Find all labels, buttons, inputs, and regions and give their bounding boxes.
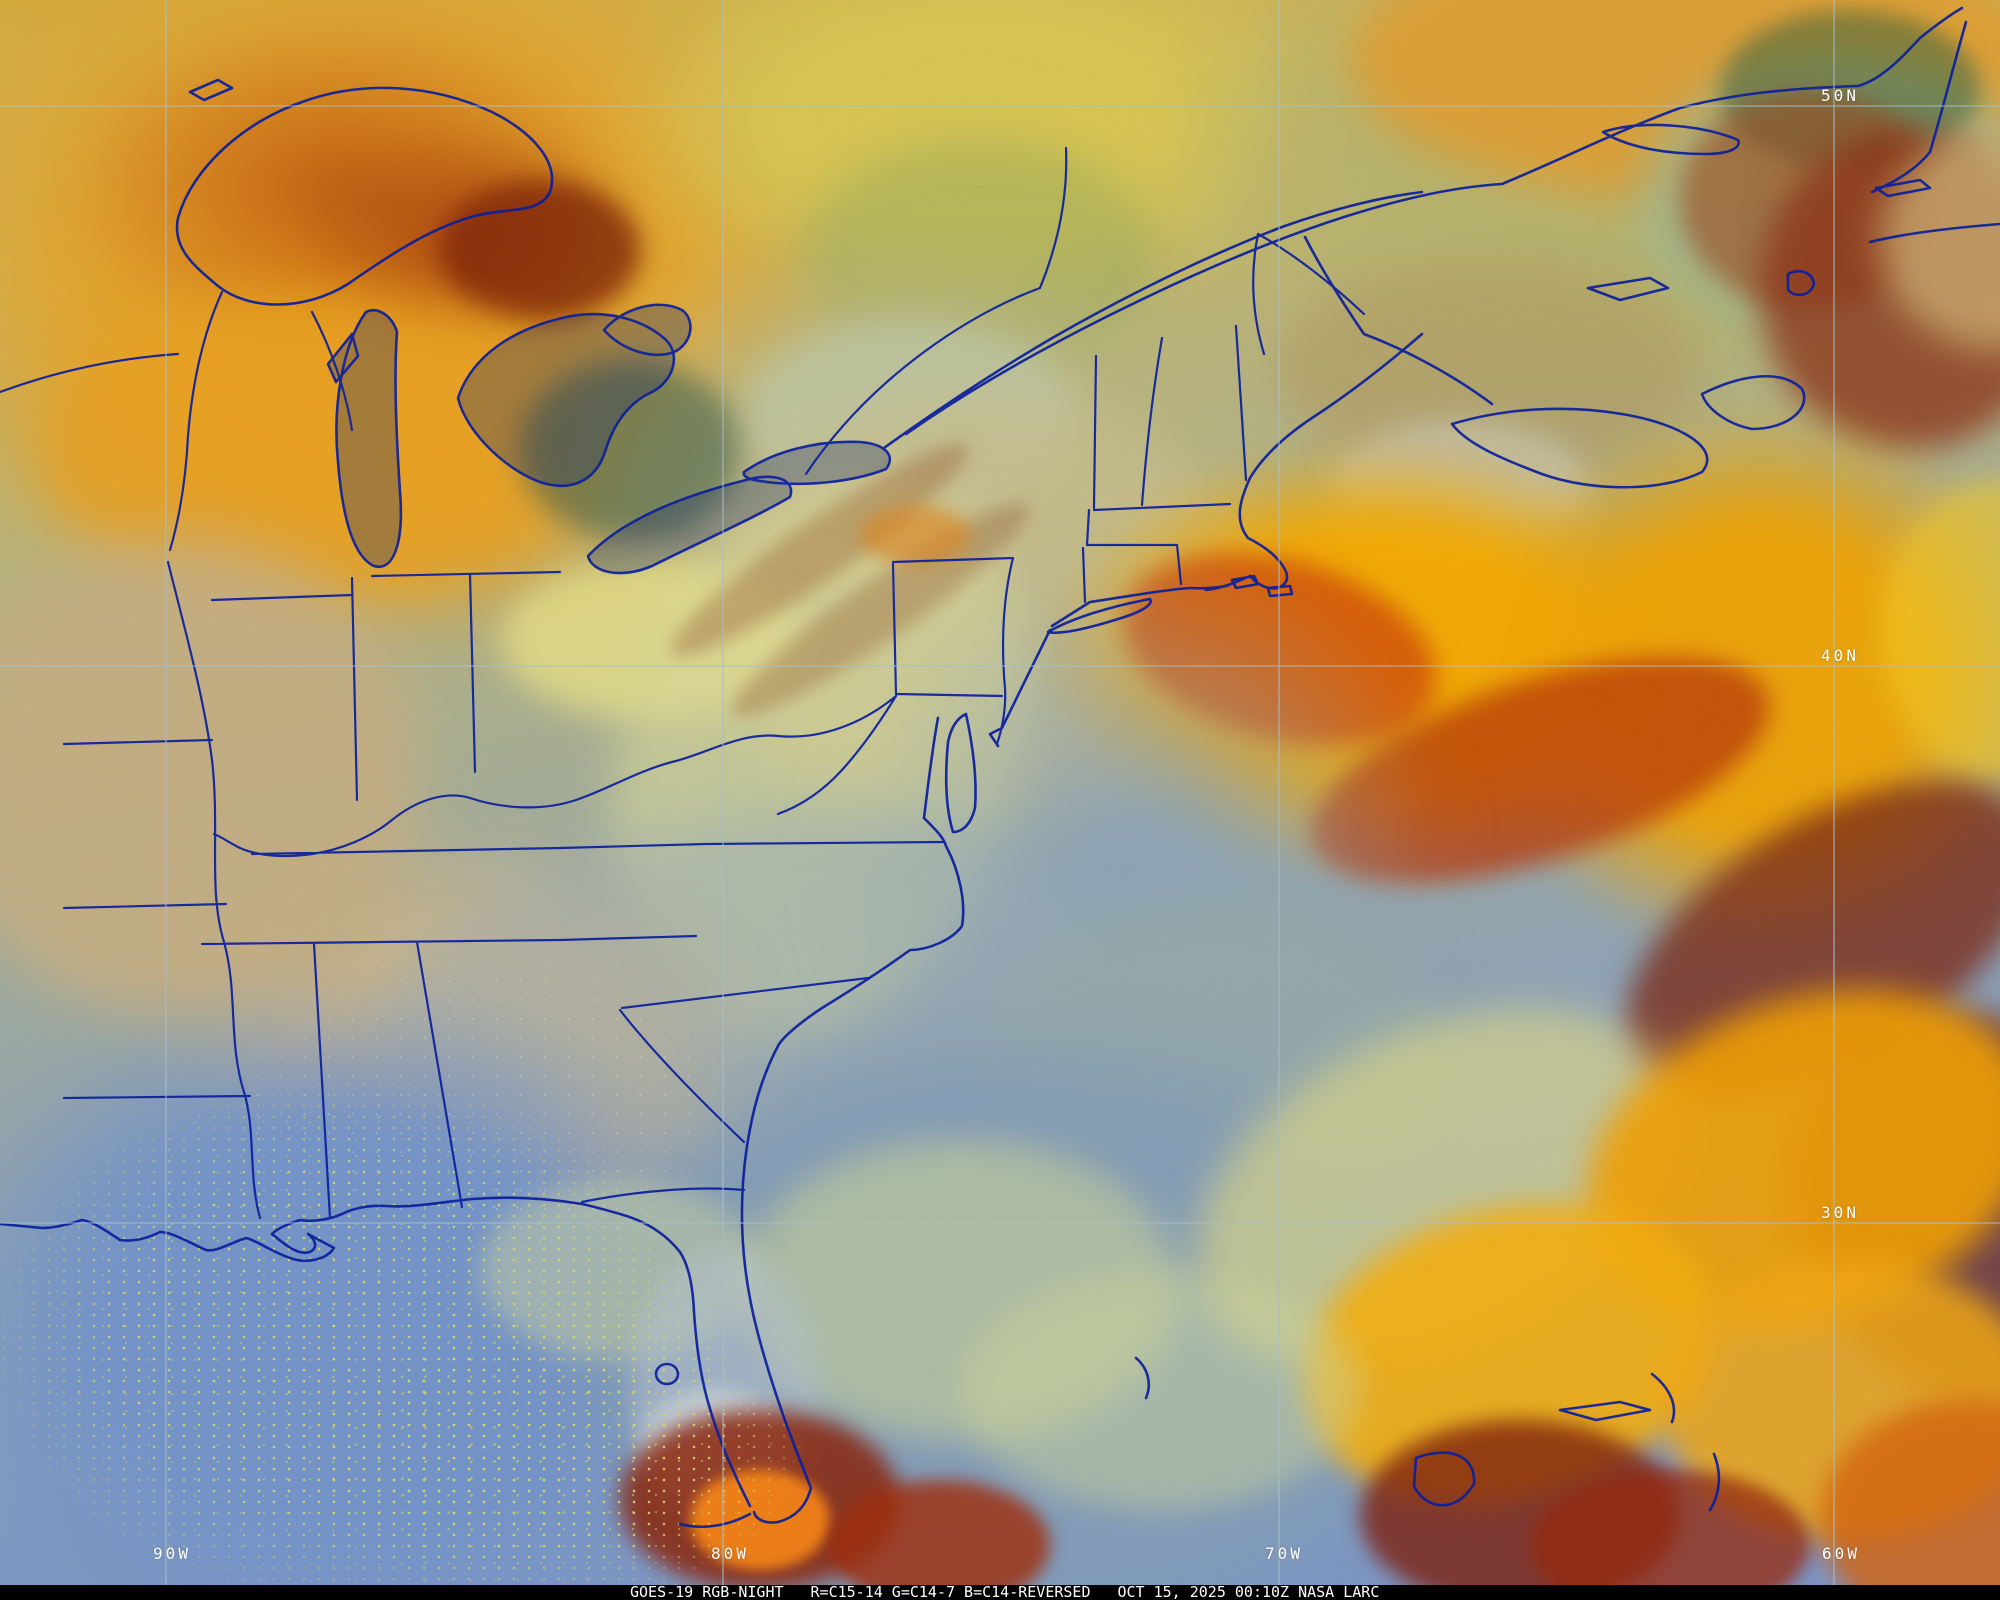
caption-channels: R=C15-14 G=C14-7 B=C14-REVERSED [810, 1583, 1091, 1600]
gridline-30n [0, 1222, 2000, 1224]
caption-bar: GOES-19 RGB-NIGHT R=C15-14 G=C14-7 B=C14… [0, 1585, 2000, 1600]
longitude-label: 80W [711, 1544, 749, 1563]
great-lakes-outline [326, 303, 892, 575]
gridline-40n [0, 665, 2000, 667]
gridline-90w [165, 0, 167, 1585]
longitude-label: 70W [1265, 1544, 1303, 1563]
state-borders [0, 146, 1366, 1220]
gridline-50n [0, 105, 2000, 107]
caption-credit: NASA LARC [1298, 1583, 1380, 1600]
longitude-label: 90W [153, 1544, 191, 1563]
coastline [0, 6, 2000, 1529]
latitude-label: 50N [1821, 86, 1859, 105]
gridline-80w [722, 0, 724, 1585]
gridline-70w [1278, 0, 1280, 1585]
longitude-label: 60W [1822, 1544, 1860, 1563]
latitude-label: 30N [1821, 1203, 1859, 1222]
caption-datetime: OCT 15, 2025 00:10Z [1117, 1583, 1290, 1600]
caption-product: GOES-19 RGB-NIGHT [630, 1583, 784, 1600]
gridline-60w [1833, 0, 1835, 1585]
latitude-label: 40N [1821, 646, 1859, 665]
